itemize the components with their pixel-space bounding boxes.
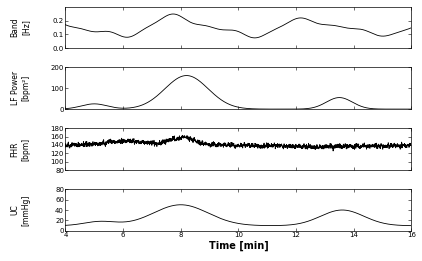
Y-axis label: UC
[mmHg]: UC [mmHg] [11, 194, 30, 226]
Y-axis label: LF Power
[bpm²]: LF Power [bpm²] [11, 71, 30, 105]
X-axis label: Time [min]: Time [min] [208, 241, 268, 251]
Y-axis label: Band
[Hz]: Band [Hz] [11, 18, 30, 37]
Y-axis label: FHR
[bpm]: FHR [bpm] [11, 138, 30, 161]
